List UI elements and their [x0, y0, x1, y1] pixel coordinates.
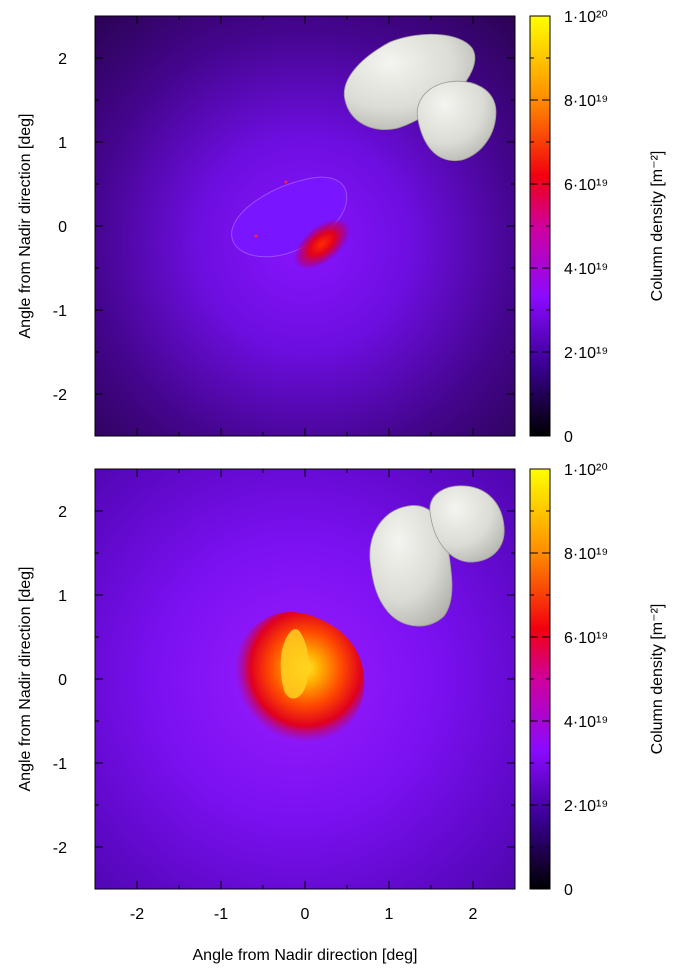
- top-comet-shape: [343, 33, 497, 162]
- top-panel: -2 -1 0 1 2 Angle from Nadir direction [deg]…: [17, 9, 666, 446]
- colorbar-tick-label: 6·10¹⁹: [564, 630, 608, 647]
- top-jet: [293, 218, 351, 270]
- top-colorbar-label: Column density [m⁻²]: [649, 151, 666, 302]
- x-tick-label: -1: [214, 906, 228, 923]
- y-tick-label: 1: [58, 588, 67, 605]
- bottom-colorbar-label: Column density [m⁻²]: [649, 604, 666, 755]
- y-tick-label: 0: [58, 672, 67, 689]
- x-tick-label: 2: [469, 906, 478, 923]
- y-tick-label: 1: [58, 135, 67, 152]
- bottom-comet-shape: [369, 485, 505, 627]
- colorbar-tick-label: 0: [564, 429, 573, 446]
- y-tick-label: 2: [58, 504, 67, 521]
- colorbar-tick-label: 2·10¹⁹: [564, 345, 608, 362]
- colorbar-tick-label: 6·10¹⁹: [564, 177, 608, 194]
- top-ylabel: Angle from Nadir direction [deg]: [17, 114, 34, 339]
- bottom-ylabel: Angle from Nadir direction [deg]: [17, 567, 34, 792]
- colorbar-tick-label: 4·10¹⁹: [564, 261, 608, 278]
- bottom-y-tick-labels: -2 -1 0 1 2: [53, 504, 67, 857]
- bottom-axis-ticks: [94, 468, 516, 890]
- x-tick-label: 0: [301, 906, 310, 923]
- colorbar-tick-label: 1·10²⁰: [564, 462, 608, 479]
- y-tick-label: -2: [53, 387, 67, 404]
- y-tick-label: -1: [53, 756, 67, 773]
- top-hotspot: [284, 180, 288, 184]
- bottom-panel: -2 -1 0 1 2 -2 -1 0 1 2 Angle from Nadir directi…: [17, 462, 666, 964]
- y-tick-label: -2: [53, 840, 67, 857]
- top-colorbar-ticks: 0 2·10¹⁹ 4·10¹⁹ 6·10¹⁹ 8·10¹⁹ 1·10²⁰: [530, 9, 608, 446]
- colorbar-tick-label: 1·10²⁰: [564, 9, 608, 26]
- colorbar-tick-label: 8·10¹⁹: [564, 93, 608, 110]
- y-tick-label: 2: [58, 51, 67, 68]
- bottom-xlabel: Angle from Nadir direction [deg]: [193, 947, 418, 964]
- x-tick-label: -2: [130, 906, 144, 923]
- top-y-tick-labels: -2 -1 0 1 2: [53, 51, 67, 404]
- bottom-colorbar-ticks: 0 2·10¹⁹ 4·10¹⁹ 6·10¹⁹ 8·10¹⁹ 1·10²⁰: [530, 462, 608, 899]
- y-tick-label: -1: [53, 303, 67, 320]
- top-hotspot: [254, 234, 258, 238]
- bottom-x-tick-labels: -2 -1 0 1 2: [130, 906, 478, 923]
- y-tick-label: 0: [58, 219, 67, 236]
- colorbar-tick-label: 0: [564, 882, 573, 899]
- colorbar-tick-label: 4·10¹⁹: [564, 714, 608, 731]
- colorbar-tick-label: 8·10¹⁹: [564, 546, 608, 563]
- x-tick-label: 1: [385, 906, 394, 923]
- bottom-coma-bright-streak: [280, 629, 309, 699]
- colorbar-tick-label: 2·10¹⁹: [564, 798, 608, 815]
- top-axis-ticks: [94, 15, 516, 437]
